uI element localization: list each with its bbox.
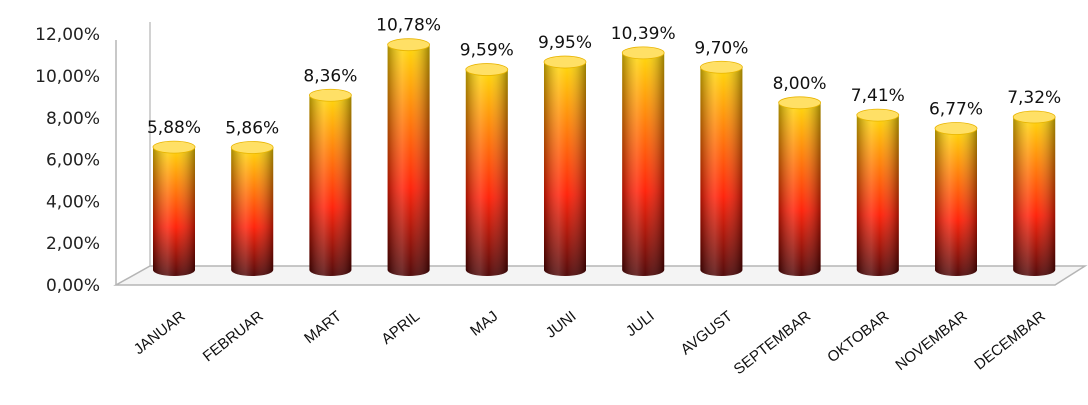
y-tick-label: 4,00% — [46, 192, 100, 212]
data-labels: 5,88% 5,86% 8,36% 10,78% 9,59% 9,95% 10,39% 9,7… — [147, 16, 1061, 139]
data-label: 7,41% — [851, 86, 905, 106]
bar-oktobar — [856, 108, 900, 276]
data-label: 9,70% — [694, 38, 748, 58]
x-tick-label: DECEMBAR — [971, 308, 1049, 374]
y-tick-label: 10,00% — [35, 67, 100, 87]
data-label: 10,39% — [611, 24, 676, 44]
x-tick-label: MAJ — [467, 308, 501, 340]
data-label: 5,88% — [147, 118, 201, 138]
bar-juli — [621, 46, 665, 276]
x-tick-label: JANUAR — [131, 308, 189, 358]
bar-avgust — [700, 60, 743, 277]
bar-juni — [543, 55, 587, 276]
bar-mart — [308, 88, 352, 276]
y-tick-label: 0,00% — [46, 276, 100, 296]
data-label: 10,78% — [376, 16, 441, 36]
data-label: 8,36% — [303, 66, 357, 86]
x-tick-label: AVGUST — [678, 308, 736, 359]
y-axis: 0,00% 2,00% 4,00% 6,00% 8,00% 10,00% 12,00% — [35, 25, 100, 296]
x-tick-label: OKTOBAR — [824, 308, 892, 366]
x-tick-label: MART — [301, 308, 345, 347]
bar-novembar — [934, 122, 978, 276]
bar-decembar — [1012, 110, 1056, 276]
data-label: 9,95% — [538, 33, 592, 53]
data-label: 5,86% — [225, 119, 279, 139]
bar-februar — [230, 141, 274, 276]
data-label: 7,32% — [1007, 88, 1061, 108]
bar-maj — [465, 63, 509, 276]
data-label: 8,00% — [773, 74, 827, 94]
bar-april — [387, 38, 431, 277]
y-tick-label: 12,00% — [35, 25, 100, 45]
floor-plane — [113, 265, 1088, 286]
x-tick-label: SEPTEMBAR — [731, 308, 815, 378]
bars — [152, 38, 1056, 277]
chart-floor — [113, 22, 1088, 286]
x-tick-label: APRIL — [378, 308, 423, 348]
y-tick-label: 2,00% — [46, 234, 100, 254]
y-tick-label: 6,00% — [46, 151, 100, 171]
bar-januar — [152, 140, 196, 276]
bar-septembar — [778, 96, 821, 276]
x-tick-label: JUNI — [543, 308, 580, 342]
y-tick-label: 8,00% — [46, 109, 100, 129]
data-label: 9,59% — [460, 41, 514, 61]
x-tick-label: NOVEMBAR — [892, 308, 970, 374]
x-axis-labels: JANUAR FEBRUAR MART APRIL MAJ JUNI JULI AVGUSTS… — [131, 308, 1049, 378]
x-tick-label: FEBRUAR — [200, 308, 267, 366]
x-tick-label: JULI — [623, 308, 658, 340]
data-label: 6,77% — [929, 100, 983, 120]
